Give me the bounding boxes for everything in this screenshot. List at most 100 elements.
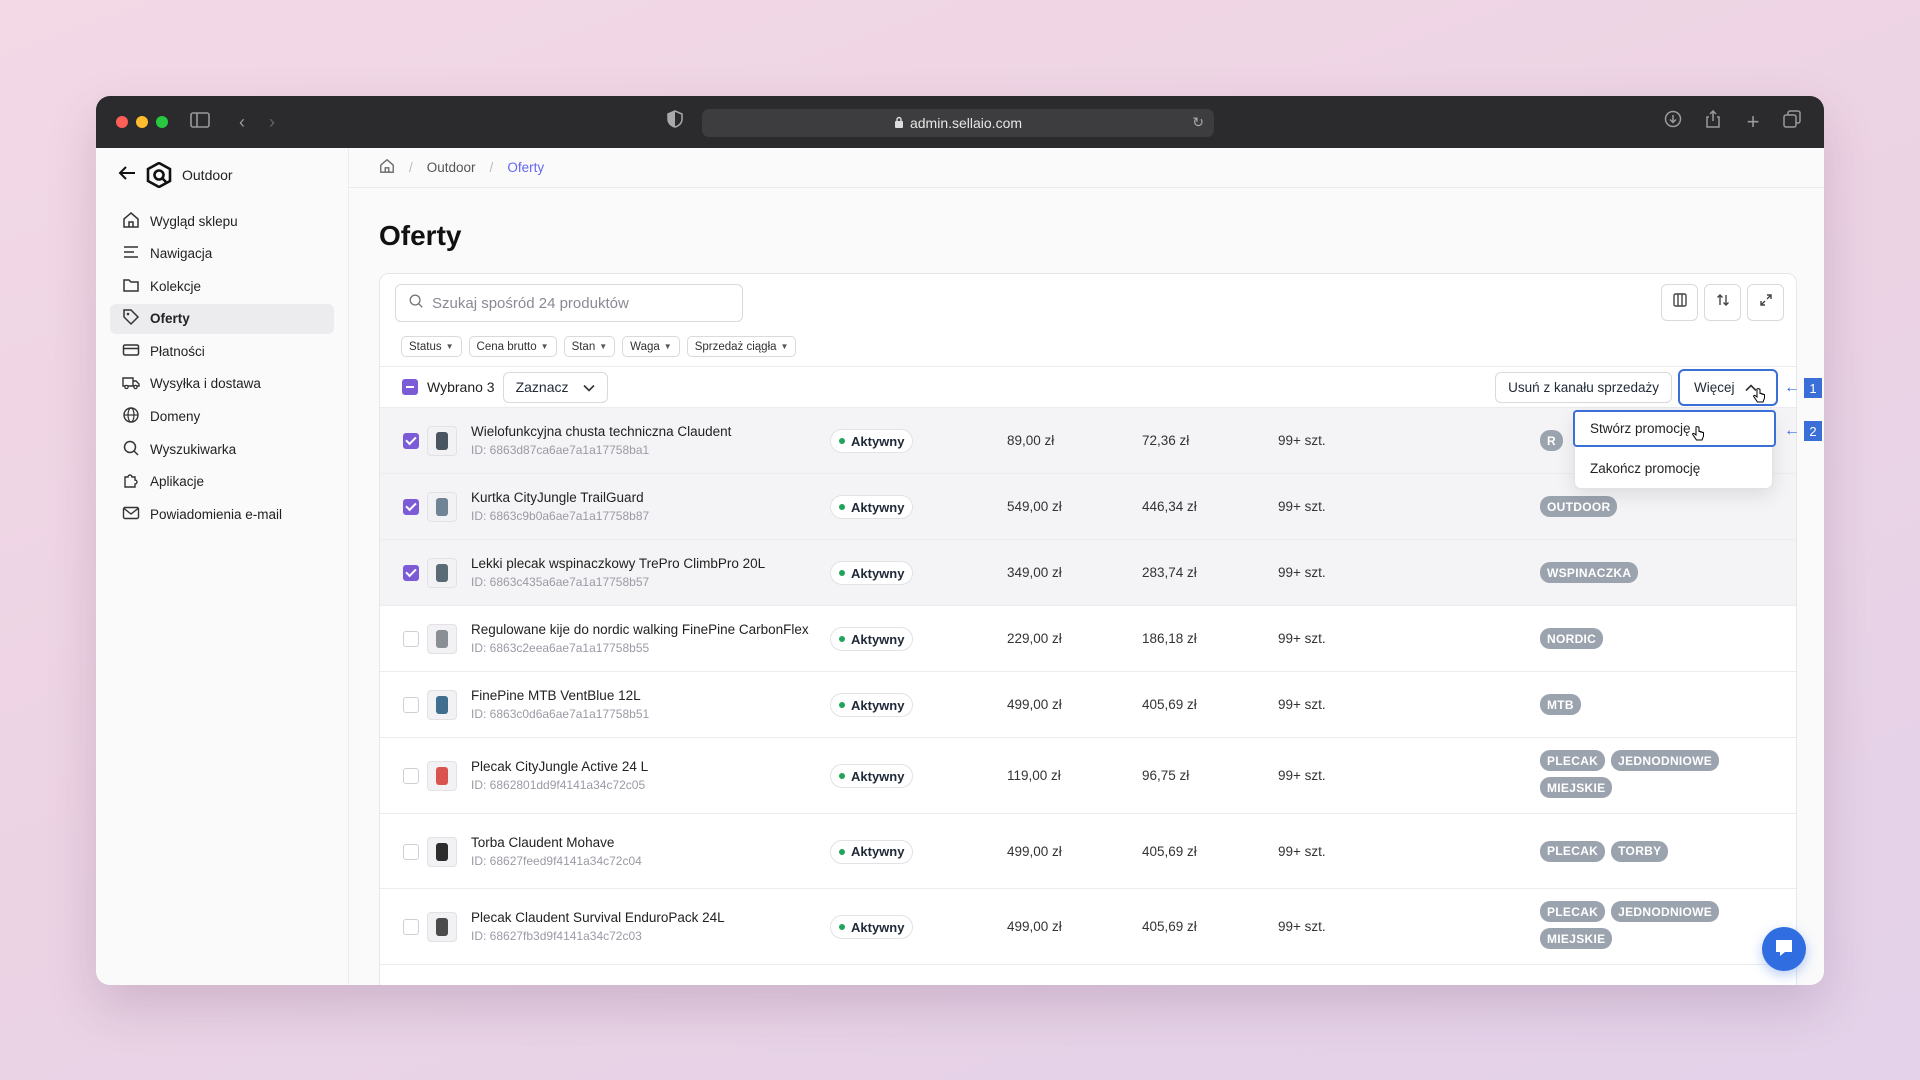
download-icon[interactable] bbox=[1661, 110, 1685, 134]
maximize-window-button[interactable] bbox=[156, 116, 168, 128]
privacy-shield-icon[interactable] bbox=[663, 110, 687, 134]
sidebar-item-oferty[interactable]: Oferty bbox=[110, 303, 334, 334]
filter-sprzedaz-ciagla[interactable]: Sprzedaż ciągła ▼ bbox=[686, 336, 797, 357]
table-row[interactable]: Wielofunkcyjna chusta techniczna Clauden… bbox=[380, 408, 1796, 474]
product-name[interactable]: Lekki plecak wspinaczkowy TrePro ClimbPr… bbox=[471, 556, 766, 571]
remove-from-channel-button[interactable]: Usuń z kanału sprzedaży bbox=[1495, 372, 1672, 403]
status-badge: Aktywny bbox=[830, 693, 914, 717]
table-row[interactable]: Lekki plecak wspinaczkowy TrePro ClimbPr… bbox=[380, 540, 1796, 606]
chat-button[interactable] bbox=[1762, 927, 1806, 971]
home-breadcrumb-icon[interactable] bbox=[379, 158, 395, 177]
row-checkbox[interactable] bbox=[403, 843, 419, 860]
sidebar-item-kolekcje[interactable]: Kolekcje bbox=[110, 271, 334, 301]
filter-status[interactable]: Status ▼ bbox=[401, 336, 462, 357]
sidebar-item-label: Wysyłka i dostawa bbox=[150, 376, 261, 392]
net-price: 405,69 zł bbox=[1142, 843, 1197, 859]
select-dropdown[interactable]: Zaznacz bbox=[502, 371, 608, 403]
columns-icon bbox=[1672, 293, 1687, 312]
table-row[interactable]: Regulowane kije do nordic walking FinePi… bbox=[380, 606, 1796, 672]
sidebar-item-wyglad-sklepu[interactable]: Wygląd sklepu bbox=[110, 206, 334, 236]
gross-price: 499,00 zł bbox=[1007, 919, 1062, 934]
status-label: Aktywny bbox=[851, 433, 905, 449]
status-dot bbox=[839, 924, 845, 930]
row-checkbox[interactable] bbox=[403, 499, 419, 515]
end-promotion-item[interactable]: Zakończ promocję bbox=[1590, 461, 1701, 476]
offers-card: Status▼ Cena brutto▼ Stan▼ Waga▼ Sprzeda… bbox=[379, 273, 1797, 985]
back-arrow-icon[interactable] bbox=[118, 164, 136, 187]
filter-cena-brutto[interactable]: Cena brutto ▼ bbox=[468, 336, 557, 357]
search-box[interactable] bbox=[395, 284, 743, 322]
filter-stan[interactable]: Stan ▼ bbox=[563, 336, 616, 357]
table-row[interactable]: Torba Claudent Mohave ID: 68627feed9f414… bbox=[380, 814, 1796, 889]
status-label: Aktywny bbox=[851, 565, 905, 581]
sidebar-item-wyszukiwarka[interactable]: Wyszukiwarka bbox=[110, 434, 334, 464]
product-name[interactable]: Torba Claudent Mohave bbox=[471, 834, 615, 850]
sidebar-toggle-icon[interactable] bbox=[188, 110, 212, 134]
breadcrumb: / Outdoor / Oferty bbox=[349, 148, 1824, 188]
table-row[interactable]: Plecak CityJungle Active 24 L ID: 686280… bbox=[380, 738, 1796, 814]
table-row[interactable]: Kurtka CityJungle TrailGuard ID: 6863c9b… bbox=[380, 474, 1796, 540]
product-name[interactable]: Kurtka CityJungle TrailGuard bbox=[471, 490, 644, 505]
sidebar-item-wysylka[interactable]: Wysyłka i dostawa bbox=[110, 369, 334, 399]
net-price: 186,18 zł bbox=[1142, 631, 1197, 646]
product-tags: WSPINACZKA bbox=[1540, 562, 1760, 583]
expand-button[interactable] bbox=[1747, 284, 1784, 321]
product-tags: MTB bbox=[1540, 694, 1760, 715]
breadcrumb-oferty[interactable]: Oferty bbox=[507, 160, 545, 175]
window-controls bbox=[116, 116, 168, 128]
sidebar-item-aplikacje[interactable]: Aplikacje bbox=[110, 467, 334, 497]
gross-price: 549,00 zł bbox=[1007, 499, 1062, 514]
truck-icon bbox=[122, 373, 140, 394]
row-checkbox[interactable] bbox=[403, 433, 419, 449]
row-checkbox[interactable] bbox=[403, 919, 419, 935]
table-row[interactable]: FinePine MTB VentBlue 12L ID: 6863c0d6a6… bbox=[380, 672, 1796, 738]
filter-label: Cena brutto bbox=[476, 340, 537, 353]
sidebar-item-nawigacja[interactable]: Nawigacja bbox=[110, 239, 334, 269]
status-label: Aktywny bbox=[851, 499, 905, 515]
product-thumbnail bbox=[427, 558, 457, 588]
search-input[interactable] bbox=[432, 294, 732, 312]
minimize-window-button[interactable] bbox=[136, 116, 148, 128]
row-checkbox[interactable] bbox=[403, 697, 419, 713]
breadcrumb-outdoor[interactable]: Outdoor bbox=[426, 160, 476, 175]
columns-button[interactable] bbox=[1661, 284, 1698, 321]
product-id: ID: 68627fb3d9f4141a34c72c03 bbox=[471, 929, 642, 943]
product-name[interactable]: Plecak CityJungle Active 24 L bbox=[471, 759, 649, 774]
product-tag: R bbox=[1540, 430, 1563, 451]
selected-count: Wybrano 3 bbox=[427, 379, 495, 395]
product-tags: PLECAK JEDNODNIOWE MIEJSKIE bbox=[1540, 750, 1760, 798]
net-price: 405,69 zł bbox=[1142, 697, 1197, 712]
share-icon[interactable] bbox=[1701, 109, 1725, 134]
back-nav-icon[interactable]: ‹ bbox=[239, 112, 245, 132]
sidebar-item-domeny[interactable]: Domeny bbox=[110, 402, 334, 432]
filter-waga[interactable]: Waga ▼ bbox=[622, 336, 680, 357]
annotation-number: 1 bbox=[1804, 378, 1822, 398]
chevron-down-icon: ▼ bbox=[599, 342, 608, 351]
table-row[interactable]: Plecak Claudent Survival EnduroPack 24L … bbox=[380, 889, 1796, 965]
forward-nav-icon[interactable]: › bbox=[269, 112, 275, 132]
product-name[interactable]: Wielofunkcyjna chusta techniczna Clauden… bbox=[471, 424, 732, 439]
close-window-button[interactable] bbox=[116, 116, 128, 128]
sidebar-item-powiadomienia[interactable]: Powiadomienia e-mail bbox=[110, 499, 334, 529]
sidebar-item-label: Aplikacje bbox=[150, 474, 205, 490]
row-checkbox[interactable] bbox=[403, 565, 419, 581]
product-id: ID: 6863c9b0a6ae7a1a17758b87 bbox=[471, 509, 650, 523]
product-name[interactable]: Plecak Claudent Survival EnduroPack 24L bbox=[471, 910, 725, 925]
select-all-checkbox[interactable] bbox=[402, 379, 418, 395]
url-bar[interactable]: admin.sellaio.com ↻ bbox=[702, 109, 1214, 137]
row-checkbox[interactable] bbox=[403, 631, 419, 647]
browser-titlebar: ‹ › admin.sellaio.com ↻ + bbox=[96, 96, 1824, 148]
reload-icon[interactable]: ↻ bbox=[1192, 114, 1204, 130]
product-tag: MTB bbox=[1540, 694, 1581, 715]
select-dropdown-label: Zaznacz bbox=[515, 379, 569, 395]
new-tab-icon[interactable]: + bbox=[1746, 109, 1760, 134]
more-actions-menu: Stwórz promocję Zakończ promocję bbox=[1573, 410, 1776, 489]
sort-button[interactable] bbox=[1704, 284, 1741, 321]
sidebar-item-platnosci[interactable]: Płatności bbox=[110, 336, 334, 366]
product-tags: OUTDOOR bbox=[1540, 496, 1760, 517]
tabs-overview-icon[interactable] bbox=[1780, 110, 1804, 134]
product-name[interactable]: FinePine MTB VentBlue 12L bbox=[471, 688, 641, 703]
create-promotion-item[interactable]: Stwórz promocję bbox=[1573, 410, 1776, 447]
product-name[interactable]: Regulowane kije do nordic walking FinePi… bbox=[471, 622, 809, 637]
row-checkbox[interactable] bbox=[403, 768, 419, 784]
